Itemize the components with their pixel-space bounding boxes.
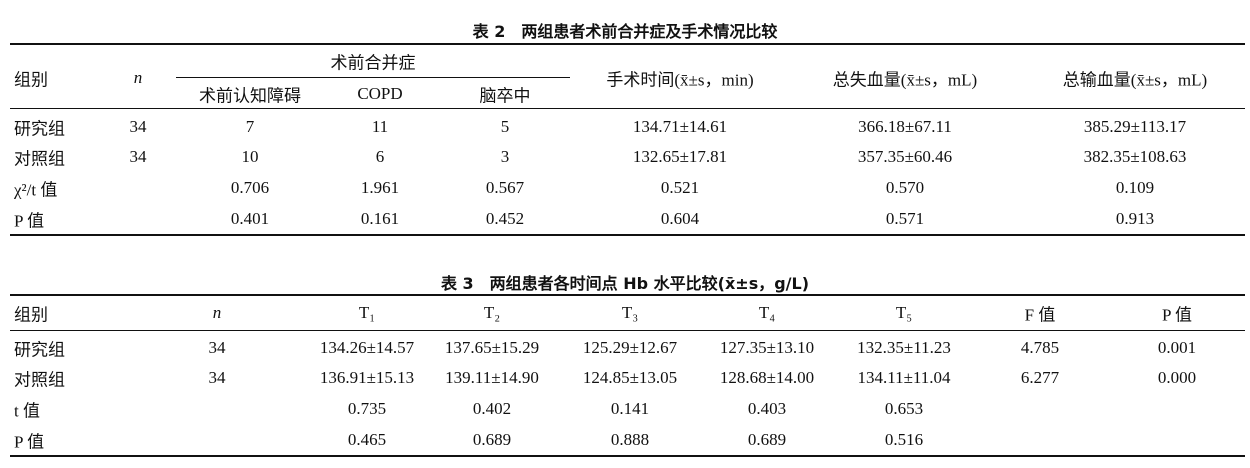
cell: 0.465 <box>347 430 387 449</box>
cell: 0.888 <box>610 430 650 449</box>
column-header: 脑卒中 <box>479 86 531 106</box>
cell: 136.91±15.13 <box>319 368 415 387</box>
cell: 137.65±15.29 <box>444 338 540 357</box>
top-rule <box>10 294 1245 296</box>
cell: 0.689 <box>472 430 512 449</box>
cell: 0.913 <box>1115 209 1155 228</box>
column-header: 总失血量(x̄±s，mL) <box>832 70 978 90</box>
table-title: 表 2 两组患者术前合并症及手术情况比较 <box>472 22 778 41</box>
top-rule <box>10 43 1245 45</box>
cell: 0.001 <box>1157 338 1197 357</box>
cell: 1.961 <box>360 178 400 197</box>
cell: 34 <box>129 147 147 166</box>
cell: 0.567 <box>485 178 525 197</box>
cell: 128.68±14.00 <box>719 368 815 387</box>
cell: 3 <box>500 147 510 166</box>
cell: 6.277 <box>1020 368 1060 387</box>
row-label: 研究组 <box>14 119 65 139</box>
cell: 0.571 <box>885 209 925 228</box>
column-header: 术前认知障碍 <box>199 86 301 106</box>
cell: 0.689 <box>747 430 787 449</box>
bottom-rule <box>10 455 1245 457</box>
cell: 0.516 <box>884 430 924 449</box>
header-rule <box>10 108 1245 109</box>
column-header: T₃ <box>621 303 639 322</box>
cell: 132.65±17.81 <box>632 147 728 166</box>
cell: 0.141 <box>610 399 650 418</box>
column-header: n <box>212 303 222 322</box>
column-header: T₂ <box>483 303 501 322</box>
column-header: P 值 <box>1161 305 1193 325</box>
cell: 134.26±14.57 <box>319 338 415 357</box>
cell: 0.653 <box>884 399 924 418</box>
column-header: T₄ <box>758 303 776 322</box>
row-label: 对照组 <box>14 370 65 390</box>
row-label: 研究组 <box>14 340 65 360</box>
cell: 0.706 <box>230 178 270 197</box>
cell: 34 <box>208 368 226 387</box>
column-header: 组别 <box>14 305 48 325</box>
cell: 134.11±11.04 <box>857 368 951 387</box>
cell: 4.785 <box>1020 338 1060 357</box>
cell: 385.29±113.17 <box>1083 117 1187 136</box>
column-header: 术前合并症 <box>330 53 416 73</box>
column-header: COPD <box>357 84 403 103</box>
cell: 357.35±60.46 <box>857 147 953 166</box>
cell: 124.85±13.05 <box>582 368 678 387</box>
column-header: T₅ <box>895 303 913 322</box>
cell: 139.11±14.90 <box>445 368 539 387</box>
cell: 125.29±12.67 <box>582 338 678 357</box>
cell: 34 <box>208 338 226 357</box>
column-header: 总输血量(x̄±s，mL) <box>1062 70 1208 90</box>
sub-rule <box>176 77 570 78</box>
row-label: 对照组 <box>14 149 65 169</box>
column-header: 组别 <box>14 70 48 90</box>
cell: 0.521 <box>660 178 700 197</box>
bottom-rule <box>10 234 1245 236</box>
table-title: 表 3 两组患者各时间点 Hb 水平比较(x̄±s，g/L) <box>440 274 810 293</box>
row-label: P 值 <box>14 211 45 231</box>
column-header: n <box>133 68 143 87</box>
cell: 0.109 <box>1115 178 1155 197</box>
cell: 34 <box>129 117 147 136</box>
cell: 0.604 <box>660 209 700 228</box>
cell: 134.71±14.61 <box>632 117 728 136</box>
cell: 0.570 <box>885 178 925 197</box>
header-rule <box>10 330 1245 331</box>
cell: 0.000 <box>1157 368 1197 387</box>
row-label: t 值 <box>14 401 40 421</box>
column-header: 手术时间(x̄±s，min) <box>606 70 754 90</box>
column-header: T₁ <box>358 303 376 322</box>
cell: 6 <box>375 147 385 166</box>
row-label: P 值 <box>14 432 45 452</box>
cell: 0.401 <box>230 209 270 228</box>
cell: 0.161 <box>360 209 400 228</box>
cell: 0.402 <box>472 399 512 418</box>
cell: 0.403 <box>747 399 787 418</box>
cell: 127.35±13.10 <box>719 338 815 357</box>
column-header: F 值 <box>1024 305 1056 325</box>
cell: 132.35±11.23 <box>857 338 951 357</box>
cell: 382.35±108.63 <box>1083 147 1187 166</box>
cell: 11 <box>371 117 389 136</box>
cell: 0.452 <box>485 209 525 228</box>
cell: 7 <box>245 117 255 136</box>
cell: 5 <box>500 117 510 136</box>
cell: 0.735 <box>347 399 387 418</box>
cell: 366.18±67.11 <box>858 117 952 136</box>
cell: 10 <box>241 147 259 166</box>
row-label: χ²/t 值 <box>14 180 58 200</box>
